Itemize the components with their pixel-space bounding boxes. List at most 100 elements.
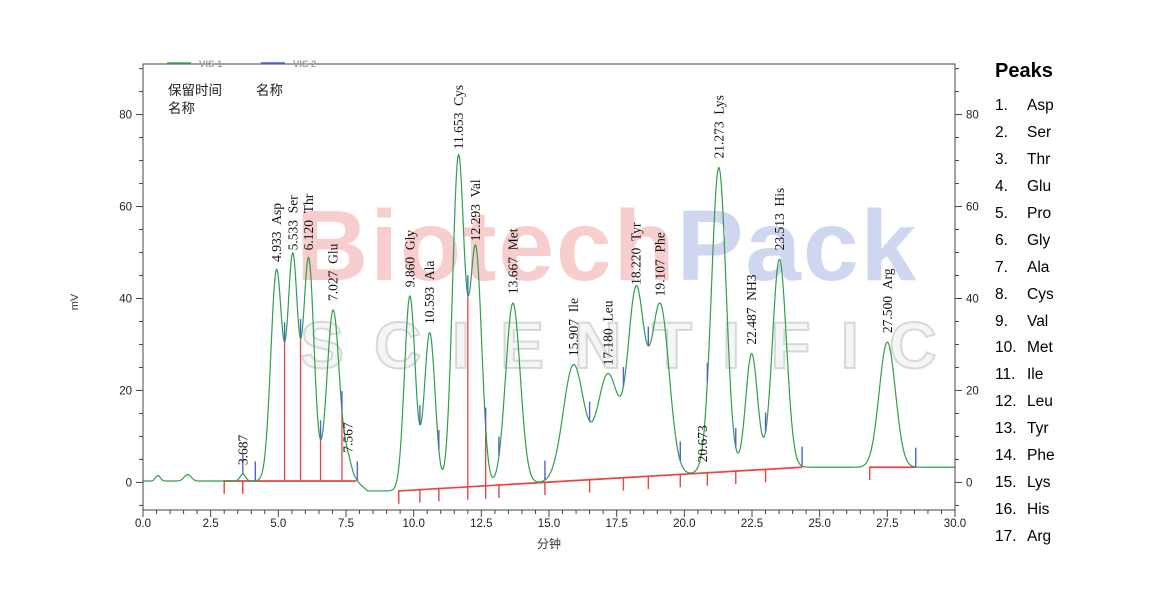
peak-list-number: 15. — [995, 473, 1017, 491]
peak-label: 11.653 Cys — [451, 85, 466, 149]
peak-list-number: 8. — [995, 285, 1008, 303]
peak-list-name: Ser — [1027, 124, 1052, 142]
peak-label: 7.027 Glu — [326, 243, 341, 301]
plot-frame — [142, 63, 956, 511]
legend-annotation-rt: 保留时间 — [168, 83, 222, 98]
peak-list-name: Tyr — [1027, 420, 1049, 438]
peak-list-name: Asp — [1027, 97, 1054, 115]
peak-label: 17.180 Leu — [601, 300, 616, 365]
peak-list-name: Arg — [1027, 527, 1052, 545]
peak-list: 1. Asp 2. Ser 3. Thr 4. Glu 5. Pro 6. Gly 7. Ala 8. Cys… — [995, 93, 1155, 550]
peak-list-number: 11. — [995, 366, 1016, 384]
x-tick-label: 25.0 — [808, 518, 830, 530]
peak-list-name: Glu — [1027, 178, 1052, 196]
x-tick-label: 30.0 — [944, 518, 966, 530]
peak-list-item: 4. Glu — [995, 174, 1155, 201]
legend-annotation-name1: 名称 — [168, 101, 195, 116]
peaks-panel-title: Peaks — [995, 60, 1053, 82]
peak-list-number: 6. — [995, 231, 1008, 249]
peak-list-item: 3. Thr — [995, 147, 1155, 174]
peak-list-name: Val — [1027, 312, 1049, 330]
y-tick-label-right: 20 — [966, 385, 979, 397]
y-tick-label: 80 — [119, 110, 132, 122]
peak-label: 19.107 Phe — [653, 232, 668, 296]
peak-list-name: Ala — [1027, 258, 1050, 276]
peak-list-name: Gly — [1027, 231, 1051, 249]
x-tick-label: 2.5 — [203, 518, 219, 530]
peak-list-name: Ile — [1027, 366, 1044, 384]
x-tick-label: 27.5 — [876, 518, 898, 530]
peak-list-item: 10. Met — [995, 335, 1155, 362]
x-tick-label: 22.5 — [741, 518, 763, 530]
peak-list-item: 1. Asp — [995, 93, 1155, 120]
peak-label: 22.487 NH3 — [744, 274, 759, 344]
peak-label: 15.907 Ile — [566, 298, 581, 356]
y-tick-label: 60 — [119, 202, 132, 214]
peak-label: 6.120 Thr — [301, 193, 316, 250]
peak-list-name: Phe — [1027, 447, 1055, 465]
peak-list-number: 3. — [995, 151, 1008, 169]
x-tick-label: 12.5 — [470, 518, 492, 530]
y-tick-label: 20 — [119, 385, 132, 397]
watermark-part2: Pack — [676, 190, 919, 302]
y-tick-label: 0 — [126, 477, 132, 489]
peak-label: 7.567 — [340, 422, 355, 453]
peak-list-item: 17. Arg — [995, 523, 1155, 550]
peak-label: 9.860 Gly — [402, 230, 417, 288]
peak-list-number: 12. — [995, 393, 1017, 411]
x-axis-title: 分钟 — [537, 536, 561, 551]
peak-list-name: Lys — [1027, 473, 1051, 491]
peak-list-name: Thr — [1027, 151, 1051, 169]
peak-label: 18.220 Tyr — [629, 222, 644, 285]
peaks-panel: Peaks 1. Asp 2. Ser 3. Thr 4. Glu 5. Pro 6. Gly 7. Al… — [995, 60, 1155, 550]
peak-list-number: 7. — [995, 258, 1008, 276]
peak-list-item: 13. Tyr — [995, 416, 1155, 443]
peak-list-number: 4. — [995, 178, 1008, 196]
peak-list-number: 5. — [995, 205, 1008, 222]
y-axis-title: mV — [69, 293, 81, 310]
y-tick-label-right: 40 — [966, 293, 979, 305]
peak-label: 12.293 Val — [468, 179, 483, 241]
peak-list-number: 9. — [995, 312, 1008, 330]
peak-list-number: 17. — [995, 527, 1017, 545]
peak-list-number: 13. — [995, 420, 1017, 438]
peak-list-item: 2. Ser — [995, 120, 1155, 147]
x-tick-label: 0.0 — [135, 518, 151, 530]
x-tick-label: 20.0 — [673, 518, 695, 530]
peak-list-item: 7. Ala — [995, 254, 1155, 281]
peak-label: 20.673 — [695, 425, 710, 462]
peak-list-item: 11. Ile — [995, 362, 1155, 389]
x-tick-label: 7.5 — [338, 518, 354, 530]
peak-list-item: 16. His — [995, 496, 1155, 523]
peak-list-name: Leu — [1027, 393, 1053, 411]
integration-baseline — [398, 466, 803, 492]
y-tick-label-right: 80 — [966, 110, 979, 122]
peak-list-number: 16. — [995, 500, 1017, 518]
peak-list-number: 10. — [995, 339, 1017, 357]
vis1-trace — [143, 153, 955, 492]
legend-label-vis2: VIS 2 — [293, 59, 316, 70]
y-tick-label-right: 0 — [966, 477, 972, 489]
peak-list-item: 15. Lys — [995, 469, 1155, 496]
peak-list-name: Pro — [1027, 205, 1052, 222]
x-tick-label: 5.0 — [270, 518, 286, 530]
peak-list-name: His — [1027, 500, 1050, 518]
x-tick-label: 10.0 — [402, 518, 424, 530]
legend-annotation-name2: 名称 — [256, 83, 283, 98]
peak-list-name: Cys — [1027, 285, 1054, 303]
peak-list-number: 2. — [995, 124, 1008, 142]
y-tick-label-right: 60 — [966, 202, 979, 214]
y-tick-label: 40 — [119, 293, 132, 305]
peak-list-item: 5. Pro — [995, 201, 1155, 228]
peak-list-number: 14. — [995, 447, 1017, 465]
peak-list-item: 14. Phe — [995, 443, 1155, 470]
peak-list-item: 8. Cys — [995, 281, 1155, 308]
legend-label-vis1: VIS 1 — [199, 59, 223, 70]
peak-list-item: 12. Leu — [995, 389, 1155, 416]
peak-label: 4.933 Asp — [269, 203, 284, 262]
peak-label: 21.273 Lys — [711, 95, 726, 158]
peak-label: 23.513 His — [772, 188, 787, 251]
peak-label: 13.667 Met — [505, 228, 520, 294]
watermark-part1: Biotech — [296, 190, 677, 302]
x-tick-label: 15.0 — [538, 518, 560, 530]
